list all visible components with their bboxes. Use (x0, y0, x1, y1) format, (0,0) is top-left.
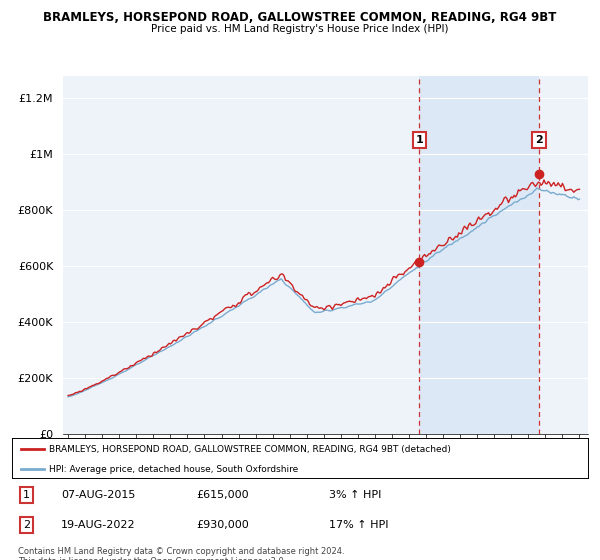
Text: Price paid vs. HM Land Registry's House Price Index (HPI): Price paid vs. HM Land Registry's House … (151, 24, 449, 34)
Text: 1: 1 (23, 490, 30, 500)
Text: Contains HM Land Registry data © Crown copyright and database right 2024.
This d: Contains HM Land Registry data © Crown c… (18, 547, 344, 560)
Text: £930,000: £930,000 (196, 520, 249, 530)
Text: 19-AUG-2022: 19-AUG-2022 (61, 520, 136, 530)
Text: 3% ↑ HPI: 3% ↑ HPI (329, 490, 381, 500)
Bar (419, 76, 539, 434)
Text: 2: 2 (535, 135, 543, 145)
Text: 17% ↑ HPI: 17% ↑ HPI (329, 520, 388, 530)
Text: BRAMLEYS, HORSEPOND ROAD, GALLOWSTREE COMMON, READING, RG4 9BT (detached): BRAMLEYS, HORSEPOND ROAD, GALLOWSTREE CO… (49, 445, 451, 454)
Text: 1: 1 (415, 135, 423, 145)
Text: BRAMLEYS, HORSEPOND ROAD, GALLOWSTREE COMMON, READING, RG4 9BT: BRAMLEYS, HORSEPOND ROAD, GALLOWSTREE CO… (43, 11, 557, 24)
Text: 2: 2 (23, 520, 30, 530)
Text: 07-AUG-2015: 07-AUG-2015 (61, 490, 136, 500)
Text: HPI: Average price, detached house, South Oxfordshire: HPI: Average price, detached house, Sout… (49, 465, 299, 474)
Text: £615,000: £615,000 (196, 490, 249, 500)
